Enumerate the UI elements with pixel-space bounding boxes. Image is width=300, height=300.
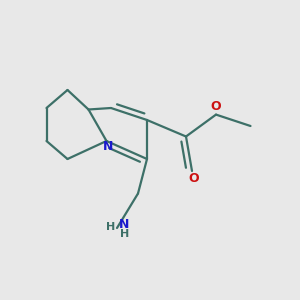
Text: O: O (211, 100, 221, 113)
Text: O: O (188, 172, 199, 185)
Text: H: H (120, 229, 129, 239)
Text: H: H (106, 221, 116, 232)
Text: N: N (103, 140, 113, 154)
Text: N: N (119, 218, 130, 231)
